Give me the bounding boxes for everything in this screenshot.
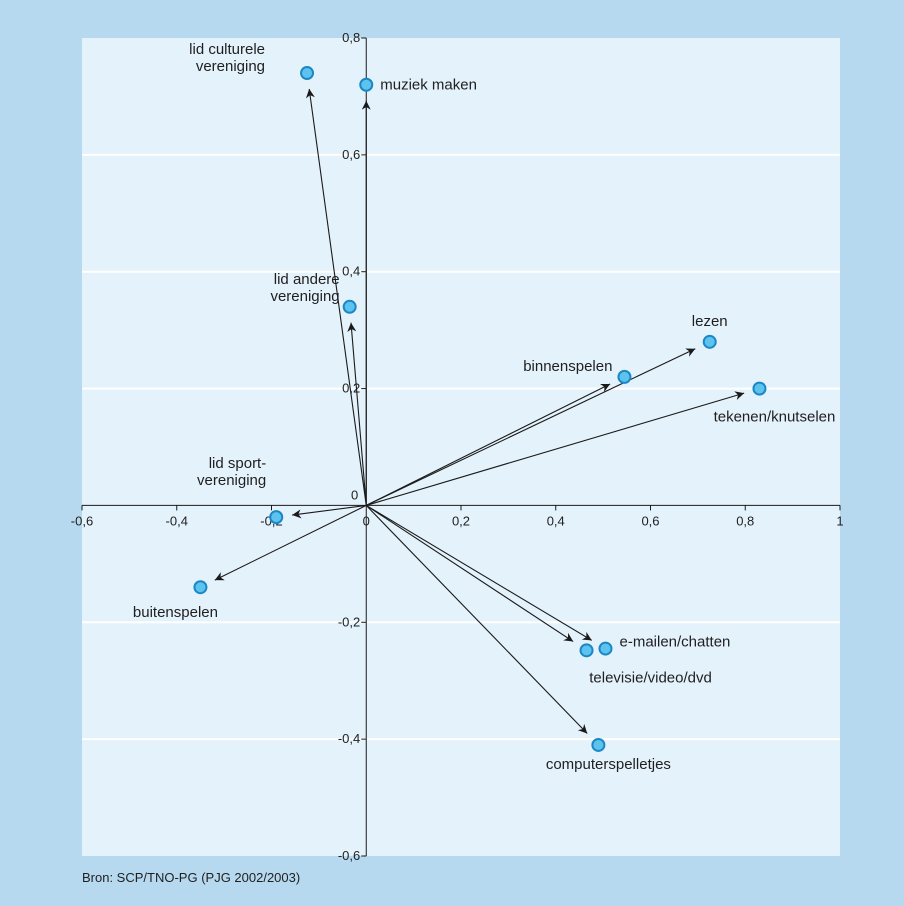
label-line: vereniging [196,58,265,75]
y-tick-label: 0,6 [342,147,360,162]
label-line: muziek maken [380,77,477,94]
label-line: tekenen/knutselen [714,409,836,426]
label-lezen: lezen [692,313,728,330]
y-tick-label: -0,4 [338,731,360,746]
label-line: computerspelletjes [546,756,671,773]
x-tick-label: -0,4 [166,513,188,528]
label-line: lid andere [274,271,340,288]
x-tick-label: 0,2 [452,513,470,528]
arrow-lezen [366,348,696,506]
label-e-mailen-chatten: e-mailen/chatten [619,634,730,651]
arrow-televisie-video-dvd [365,504,574,642]
arrows [214,88,745,734]
y-tick-label: -0,2 [338,614,360,629]
arrow-lid-sportvereniging [292,504,367,519]
data-points [193,66,767,752]
label-lid-sportvereniging: lid sport-vereniging [197,455,266,489]
point-televisie-video-dvd [579,643,594,658]
x-tick-label: 0,6 [641,513,659,528]
arrow-tekenen-knutselen [366,391,745,506]
point-lezen [702,334,717,349]
point-lid-andere-vereniging [342,299,357,314]
label-line: vereniging [270,288,339,305]
origin-label: 0 [351,487,358,502]
point-tekenen-knutselen [752,381,767,396]
label-line: televisie/video/dvd [589,669,712,686]
label-computerspelletjes: computerspelletjes [546,756,671,773]
label-tekenen-knutselen: tekenen/knutselen [714,409,836,426]
point-lid-sportvereniging [269,510,284,525]
y-tick-label: 0,8 [342,30,360,45]
label-line: e-mailen/chatten [619,634,730,651]
x-tick-label: 0,4 [547,513,565,528]
x-tick-label: 1 [836,513,843,528]
arrow-lid-andere-vereniging [347,322,367,506]
grid-lines [82,153,840,741]
point-e-mailen-chatten [598,641,613,656]
label-line: lid sport- [209,455,267,472]
label-televisie-video-dvd: televisie/video/dvd [589,669,712,686]
x-tick-label: -0,6 [71,513,93,528]
arrow-e-mailen-chatten [365,504,593,641]
point-lid-culturele-vereniging [300,66,315,81]
plot-area [82,38,840,856]
point-muziek-maken [359,77,374,92]
point-buitenspelen [193,580,208,595]
y-tick-label: -0,6 [338,848,360,863]
source-note: Bron: SCP/TNO-PG (PJG 2002/2003) [82,870,301,885]
label-lid-culturele-vereniging: lid culturele vereniging [189,41,265,75]
x-tick-label: 0,8 [736,513,754,528]
arrow-binnenspelen [366,383,611,506]
label-lid-andere-vereniging: lid andere vereniging [270,271,339,305]
point-binnenspelen [617,369,632,384]
arrow-lid-culturele-vereniging [305,88,367,506]
y-tick-label: 0,4 [342,264,360,279]
arrow-computerspelletjes [365,505,588,734]
label-line: binnenspelen [523,358,612,375]
point-computerspelletjes [591,737,606,752]
arrow-buitenspelen [214,504,367,581]
label-line: vereniging [197,472,266,489]
label-muziek-maken: muziek maken [380,77,477,94]
label-binnenspelen: binnenspelen [523,358,612,375]
label-line: lid culturele [189,41,265,58]
label-line: lezen [692,313,728,330]
label-line: buitenspelen [133,604,218,621]
x-tick-label: 0 [363,513,370,528]
label-buitenspelen: buitenspelen [133,604,218,621]
